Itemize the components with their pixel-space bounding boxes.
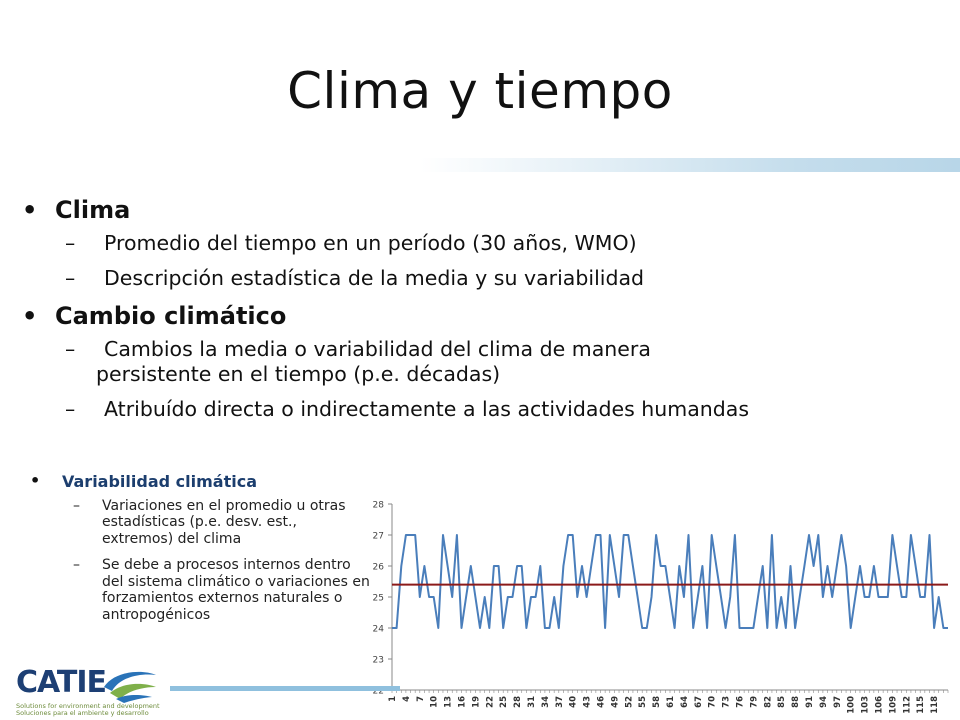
footer-accent-line (170, 686, 400, 691)
bullet-dot: • (22, 302, 38, 330)
x-tick-label: 76 (736, 696, 746, 708)
dash-marker: – (65, 337, 76, 361)
bullet-clima: • Clima (22, 195, 952, 225)
main-content: • Clima – Promedio del tiempo en un perí… (22, 195, 952, 432)
dash-marker: – (65, 397, 76, 421)
x-tick-label: 43 (583, 696, 593, 708)
sub-bullet: – Variaciones en el promedio u otras est… (30, 498, 370, 548)
y-tick-label: 25 (373, 594, 384, 604)
x-tick-label: 91 (805, 696, 815, 708)
sub-bullet: – Cambios la media o variabilidad del cl… (22, 337, 952, 387)
x-tick-label: 37 (555, 696, 565, 708)
x-tick-label: 58 (652, 696, 662, 708)
x-tick-label: 106 (875, 696, 885, 714)
y-tick-label: 27 (373, 532, 384, 542)
x-tick-label: 13 (444, 696, 454, 708)
y-tick-label: 22 (373, 687, 384, 697)
x-tick-label: 85 (777, 696, 787, 708)
x-tick-label: 70 (708, 696, 718, 708)
x-tick-label: 97 (833, 696, 843, 708)
x-tick-label: 49 (610, 696, 620, 708)
x-tick-label: 10 (430, 696, 440, 708)
temperature-line-chart: 22 23 24 25 26 27 28 1 4 7 10 13 16 19 22 25 28 31 34 37 40 4… (373, 501, 949, 714)
x-tick-label: 28 (513, 696, 523, 708)
x-tick-label: 55 (638, 696, 648, 708)
x-tick-label: 31 (527, 696, 537, 708)
logo-swoosh-icon (104, 671, 156, 703)
x-tick-label: 79 (749, 696, 759, 708)
bullet-dot: • (22, 196, 38, 224)
x-tick-label: 64 (680, 696, 690, 708)
x-tick-label: 112 (902, 696, 912, 714)
sub-bullet-text: Promedio del tiempo en un período (30 añ… (104, 231, 637, 255)
temperature-series-line (392, 534, 948, 629)
dash-marker: – (73, 497, 80, 514)
x-tick-label: 73 (722, 696, 732, 708)
x-tick-label: 25 (499, 696, 509, 708)
x-tick-label: 94 (819, 696, 829, 708)
sub-bullet: – Atribuído directa o indirectamente a l… (22, 397, 952, 422)
x-tick-label: 19 (471, 696, 481, 708)
bullet-dot: • (30, 471, 41, 490)
x-tick-label: 40 (569, 696, 579, 708)
title-divider (420, 158, 960, 172)
bullet-variabilidad: • Variabilidad climática (30, 471, 370, 491)
bullet-label: Clima (55, 196, 131, 224)
catie-logo: CATIE Solutions for environment and deve… (12, 665, 162, 720)
x-tick-label: 103 (861, 696, 871, 714)
x-tick-label: 7 (416, 696, 426, 702)
y-tick-label: 26 (373, 563, 385, 573)
variability-box: • Variabilidad climática – Variaciones e… (30, 471, 370, 633)
sub-bullet-text: Variaciones en el promedio u otras estad… (102, 497, 346, 547)
sub-bullet: – Promedio del tiempo en un período (30 … (22, 231, 952, 256)
x-tick-label: 46 (597, 696, 607, 708)
sub-bullet-continuation: persistente en el tiempo (p.e. décadas) (96, 362, 501, 386)
x-tick-label: 61 (666, 696, 676, 708)
x-tick-label: 118 (930, 696, 940, 714)
bullet-label: Variabilidad climática (62, 472, 257, 491)
logo-wordmark: CATIE (16, 665, 107, 700)
dash-marker: – (73, 557, 80, 573)
x-tick-label: 100 (847, 696, 857, 714)
bullet-label: Cambio climático (55, 302, 287, 330)
dash-marker: – (65, 231, 76, 255)
sub-bullet-text: Cambios la media o variabilidad del clim… (104, 337, 651, 361)
x-tick-label: 82 (763, 696, 773, 708)
dash-marker: – (65, 266, 76, 290)
x-tick-label: 16 (458, 696, 468, 708)
sub-bullet: – Descripción estadística de la media y … (22, 266, 952, 291)
sub-bullet-text: Descripción estadística de la media y su… (104, 266, 645, 290)
x-tick-label: 34 (541, 696, 551, 708)
y-tick-label: 23 (373, 656, 384, 666)
y-tick-label: 24 (373, 625, 385, 635)
y-tick-label: 28 (373, 501, 385, 511)
x-tick-label: 4 (402, 696, 412, 702)
x-tick-label: 67 (694, 696, 704, 708)
x-tick-label: 109 (888, 696, 898, 714)
x-tick-label: 88 (791, 696, 801, 708)
bullet-cambio-climatico: • Cambio climático (22, 301, 952, 331)
x-tick-label: 115 (916, 696, 926, 714)
x-tick-label: 52 (624, 696, 634, 708)
slide-title: Clima y tiempo (287, 62, 673, 120)
sub-bullet-text: Se debe a procesos internos dentro del s… (102, 557, 370, 623)
x-tick-label: 1 (388, 696, 398, 702)
sub-bullet: – Se debe a procesos internos dentro del… (30, 557, 370, 623)
logo-tagline-es: Soluciones para el ambiente y desarrollo (16, 709, 149, 717)
sub-bullet-text: Atribuído directa o indirectamente a las… (104, 397, 750, 421)
x-tick-label: 22 (485, 696, 495, 708)
logo-tagline-en: Solutions for environment and developmen… (16, 702, 160, 710)
